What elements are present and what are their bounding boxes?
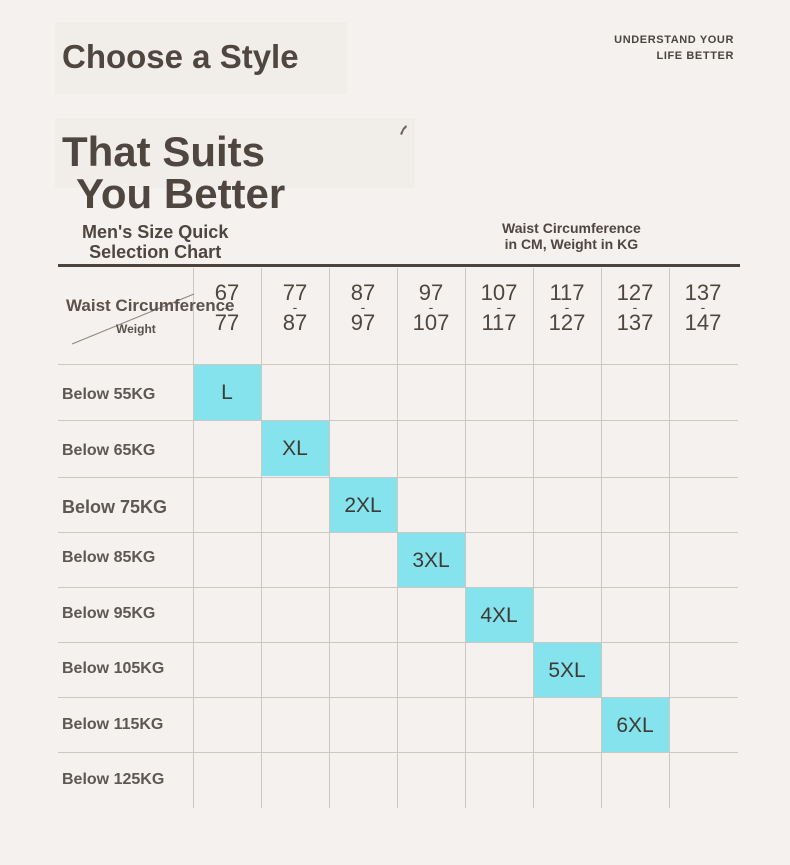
column-header: 87-97 xyxy=(329,282,397,334)
column-header-from: 107 xyxy=(480,280,518,305)
unit-note-line-2: in CM, Weight in KG xyxy=(504,236,639,252)
row-header-weight: Below 125KG xyxy=(62,771,165,788)
column-header-sep: - xyxy=(564,299,570,315)
column-header-to: 107 xyxy=(412,310,450,335)
brand-tagline-line-1: UNDERSTAND YOUR xyxy=(614,34,734,46)
column-header: 97-107 xyxy=(397,282,465,334)
grid-vline xyxy=(261,268,262,808)
column-header-from: 67 xyxy=(214,280,240,305)
grid-vline xyxy=(533,268,534,808)
row-header-weight: Below 75KG xyxy=(62,497,168,517)
row-header-weight: Below 85KG xyxy=(62,549,156,566)
row-header-weight: Below 95KG xyxy=(62,605,156,622)
grid-hline xyxy=(58,477,738,478)
unit-note: Waist Circumference in CM, Weight in KG xyxy=(502,220,641,252)
grid-vline xyxy=(329,268,330,808)
row-header-weight: Below 65KG xyxy=(62,442,156,459)
column-header-to: 77 xyxy=(214,310,240,335)
column-header-to: 97 xyxy=(350,310,376,335)
size-cell: 5XL xyxy=(533,643,601,698)
headline-line-2: You Better xyxy=(76,170,286,217)
column-header-from: 97 xyxy=(418,280,444,305)
size-cell: L xyxy=(193,365,261,420)
column-header: 127-137 xyxy=(601,282,669,334)
brand-tagline: UNDERSTAND YOUR LIFE BETTER xyxy=(614,32,734,64)
grid-hline xyxy=(58,420,738,421)
page-title: Choose a Style xyxy=(62,38,299,75)
corner-weight-label: Weight xyxy=(116,322,156,336)
brand-tagline-line-2: LIFE BETTER xyxy=(656,50,734,62)
column-header: 67-77 xyxy=(193,282,261,334)
column-header-from: 117 xyxy=(549,280,585,305)
column-header-from: 127 xyxy=(616,280,654,305)
column-header-to: 137 xyxy=(616,310,654,335)
headline-line-1: That Suits xyxy=(62,128,266,175)
column-header-sep: - xyxy=(428,299,434,315)
column-header-from: 77 xyxy=(282,280,308,305)
unit-note-line-1: Waist Circumference xyxy=(502,220,641,236)
size-cell: 3XL xyxy=(397,533,465,588)
grid-vline xyxy=(465,268,466,808)
chart-subtitle-line-1: Men's Size Quick xyxy=(82,222,229,242)
column-header-sep: - xyxy=(700,299,706,315)
column-header-to: 127 xyxy=(548,310,586,335)
chart-subtitle-line-2: Selection Chart xyxy=(89,242,222,262)
column-header: 107-117 xyxy=(465,282,533,334)
column-header: 77-87 xyxy=(261,282,329,334)
chart-subtitle: Men's Size Quick Selection Chart xyxy=(82,222,228,262)
column-header-sep: - xyxy=(360,299,366,315)
title-backdrop xyxy=(55,22,347,94)
row-header-weight: Below 105KG xyxy=(62,660,165,677)
subtitle-backdrop xyxy=(55,118,415,188)
size-cell: XL xyxy=(261,421,329,476)
column-header-to: 87 xyxy=(282,310,308,335)
column-header: 137-147 xyxy=(669,282,737,334)
column-header-to: 147 xyxy=(684,310,722,335)
column-header-from: 137 xyxy=(684,280,722,305)
column-header-sep: - xyxy=(292,299,298,315)
column-header-sep: - xyxy=(496,299,502,315)
grid-vline xyxy=(193,268,194,808)
row-header-weight: Below 115KG xyxy=(62,716,164,733)
grid-hline xyxy=(58,642,738,643)
header-divider xyxy=(58,264,740,267)
corner-diagonal-line xyxy=(71,293,195,345)
column-header: 117-127 xyxy=(533,282,601,334)
column-header-from: 87 xyxy=(350,280,376,305)
grid-vline xyxy=(669,268,670,808)
column-header-sep: - xyxy=(224,299,230,315)
column-header-sep: - xyxy=(632,299,638,315)
grid-hline xyxy=(58,364,738,365)
column-header-to: 117 xyxy=(481,310,517,335)
size-cell: 4XL xyxy=(465,588,533,643)
corner-waist-label: Waist Circumference xyxy=(66,296,235,315)
decorative-speck-icon xyxy=(400,125,407,135)
size-cell: 2XL xyxy=(329,478,397,533)
row-header-weight: Below 55KG xyxy=(62,386,156,403)
size-cell: 6XL xyxy=(601,698,669,753)
